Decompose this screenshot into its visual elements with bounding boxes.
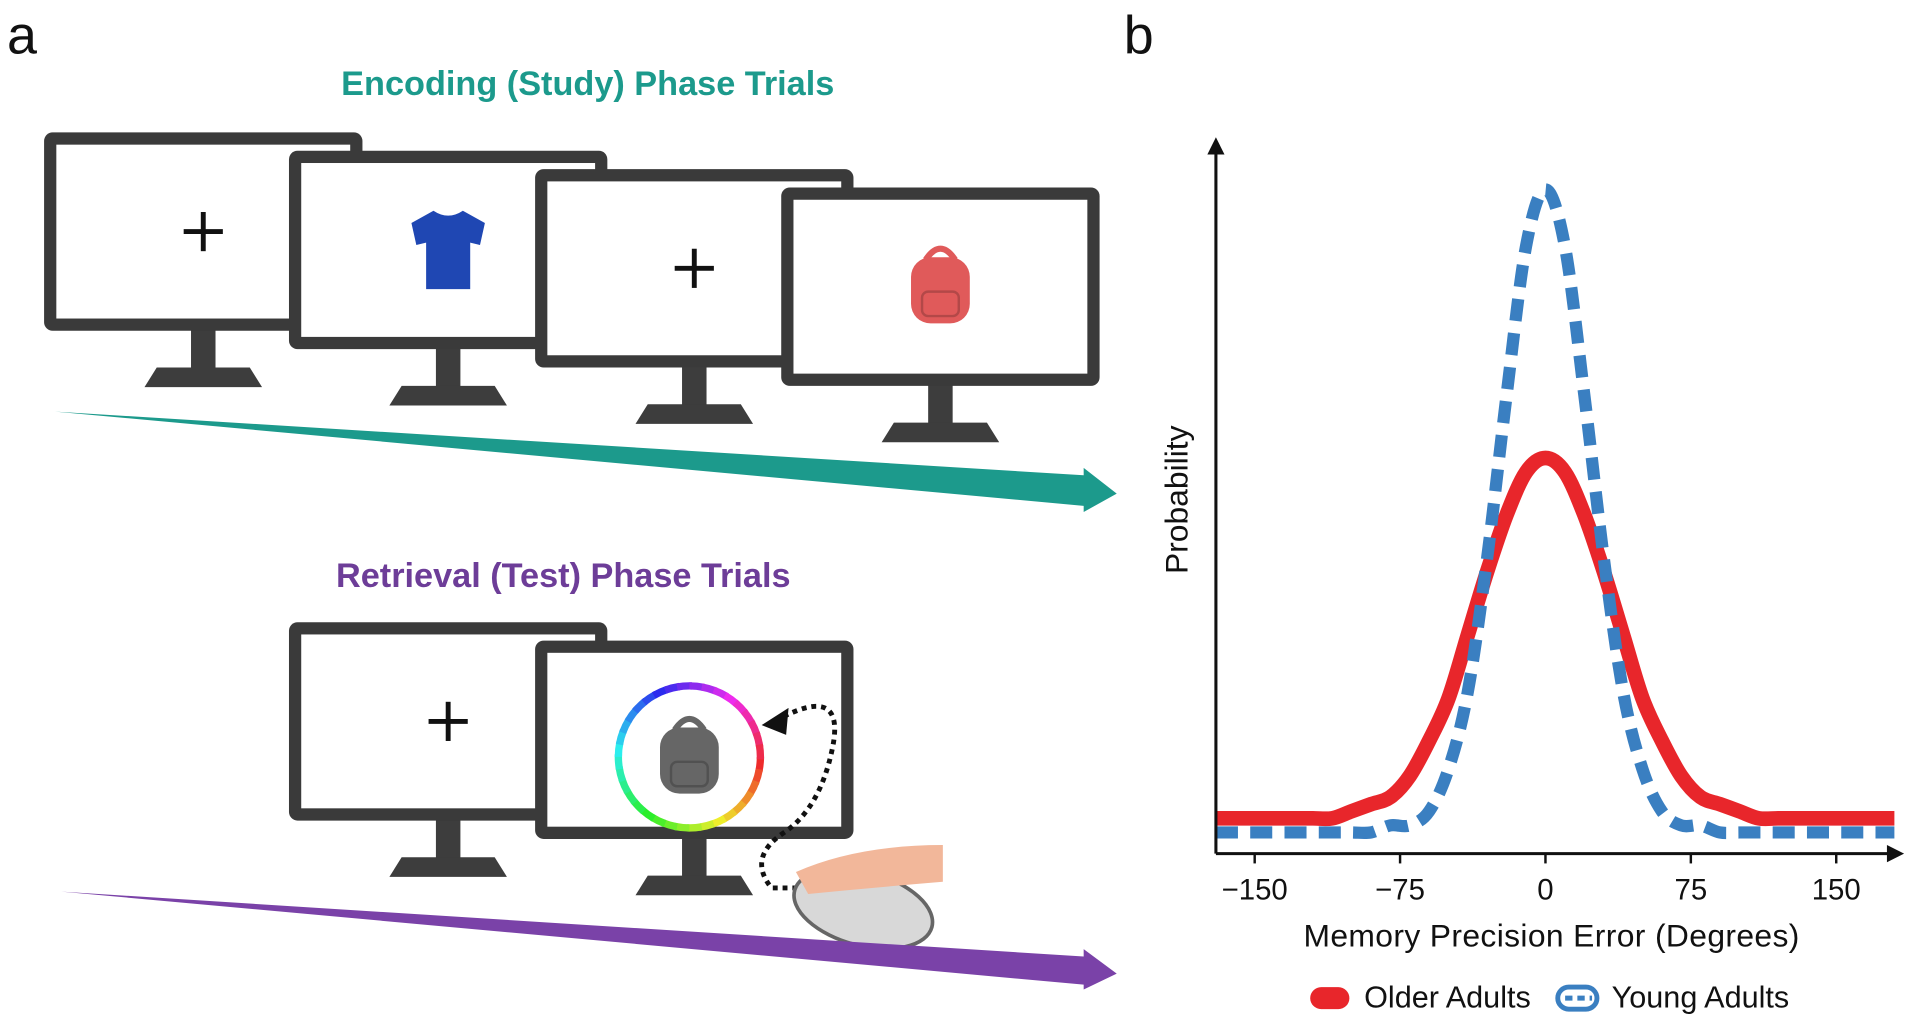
y-axis-label: Probability [1159, 425, 1195, 574]
legend-swatch [1310, 987, 1350, 1010]
backpack-icon [660, 727, 719, 794]
series-line [1215, 183, 1895, 840]
x-axis-arrow [1886, 845, 1905, 863]
time-arrow [61, 891, 1117, 990]
retrieval-title: Retrieval (Test) Phase Trials [336, 557, 791, 595]
legend-label: Older Adults [1364, 980, 1531, 1014]
x-tick-label: −150 [1222, 873, 1288, 906]
monitor-neck [682, 362, 707, 407]
x-axis-label: Memory Precision Error (Degrees) [1303, 918, 1799, 954]
shirt-icon [411, 210, 485, 290]
x-tick-label: 75 [1675, 873, 1708, 906]
monitor-neck [435, 815, 461, 860]
panel-label: b [1124, 6, 1154, 66]
y-axis-arrow [1207, 137, 1225, 155]
monitor-base [389, 385, 507, 406]
x-tick-label: −75 [1375, 873, 1425, 906]
monitor-neck [682, 834, 707, 879]
panel-label: a [7, 6, 37, 66]
backpack-icon [911, 257, 970, 324]
task-diagram [44, 132, 1117, 990]
monitor-base [881, 422, 1000, 443]
x-tick-label: 150 [1812, 873, 1861, 906]
hand [795, 845, 943, 895]
monitor-base [635, 875, 754, 896]
monitor-neck [928, 380, 953, 426]
series-line [1215, 450, 1895, 827]
path-arrowhead [761, 707, 789, 735]
monitor-base [389, 857, 507, 877]
backpack-pocket [669, 760, 709, 788]
encoding-title: Encoding (Study) Phase Trials [341, 65, 834, 103]
chart: −150 −75 0 75 150 Memory Precision Error (Deg… [1159, 137, 1905, 1014]
monitor-base [635, 404, 754, 424]
legend-label: Young Adults [1612, 980, 1790, 1014]
x-tick-label: 0 [1537, 873, 1553, 906]
monitor-base [144, 367, 263, 388]
color-wheel [755, 743, 765, 760]
backpack-strap [923, 245, 958, 262]
monitor-neck [435, 344, 461, 389]
monitor-neck [191, 325, 216, 370]
backpack-pocket [920, 290, 960, 318]
mouse-path [759, 703, 838, 891]
backpack-strap [672, 715, 707, 732]
